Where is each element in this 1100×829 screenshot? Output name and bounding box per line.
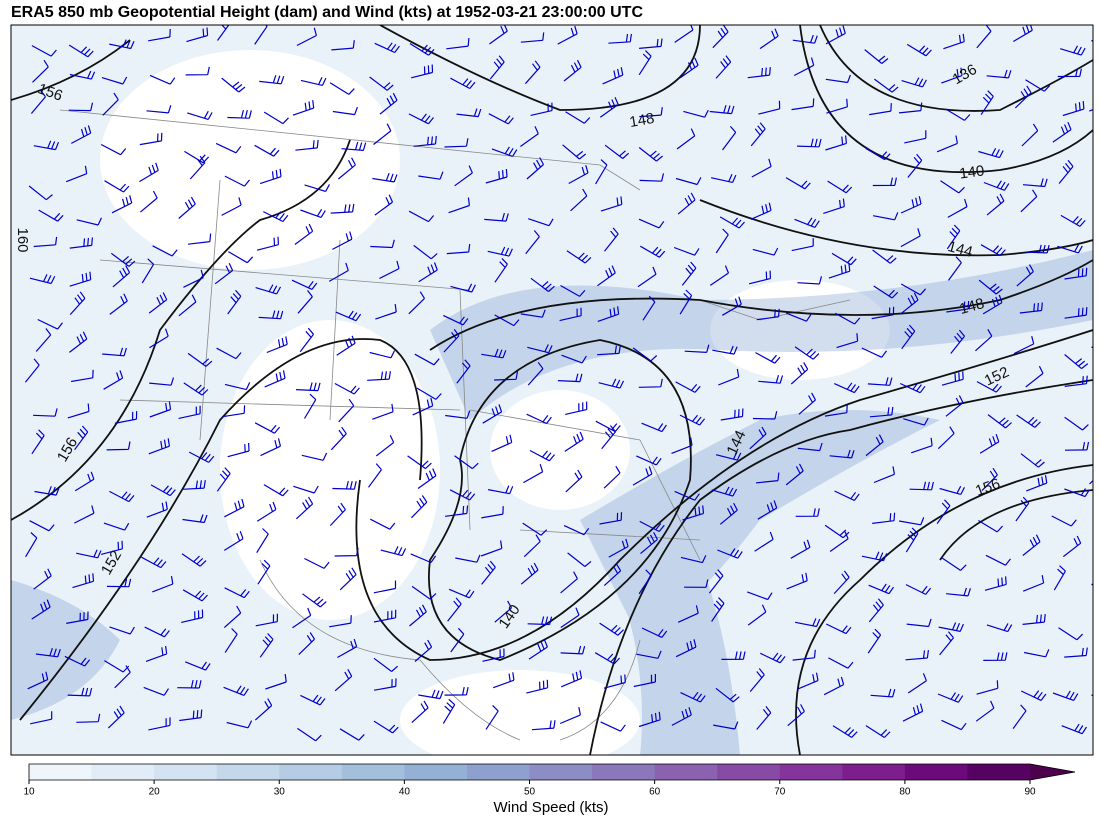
colorbar-segment (217, 764, 280, 780)
contour-label: 140 (958, 162, 985, 182)
wind-barb (1094, 531, 1100, 555)
colorbar-tick-label: 90 (1024, 787, 1036, 798)
wind-barb (1096, 613, 1100, 621)
colorbar-tick-label: 80 (899, 787, 911, 798)
colorbar-tick-label: 10 (23, 787, 35, 798)
colorbar-segment (92, 764, 155, 780)
colorbar-segment (342, 764, 405, 780)
wind-barb (1095, 165, 1100, 184)
wind-barb (1094, 74, 1100, 86)
contour-label: 160 (14, 227, 31, 252)
colorbar-segment (592, 764, 655, 780)
colorbar-tick-label: 20 (149, 787, 161, 798)
colorbar-segment (780, 764, 843, 780)
colorbar-tick-label: 70 (774, 787, 786, 798)
colorbar-segment (655, 764, 718, 780)
colorbar-segment (717, 764, 780, 780)
colorbar-segment (842, 764, 905, 780)
colorbar-segment (467, 764, 530, 780)
title: ERA5 850 mb Geopotential Height (dam) an… (11, 4, 643, 21)
colorbar-tick-label: 30 (274, 787, 286, 798)
colorbar: 10 20 30 40 50 60 70 80 90 (23, 764, 1075, 798)
colorbar-tick-label: 60 (649, 787, 661, 798)
colorbar-extension (1030, 764, 1075, 780)
colorbar-segment (154, 764, 217, 780)
colorbar-tick-label: 50 (524, 787, 536, 798)
colorbar-segment (404, 764, 467, 780)
colorbar-segment (279, 764, 342, 780)
map: 156 148 136 140 144 148 152 156 160 156 … (11, 17, 1100, 770)
colorbar-segment (530, 764, 593, 780)
colorbar-tick-label: 40 (399, 787, 411, 798)
colorbar-segment (967, 764, 1030, 780)
colorbar-segment (29, 764, 92, 780)
colorbar-segment (905, 764, 968, 780)
wind-barb (1095, 378, 1100, 386)
colorbar-label: Wind Speed (kts) (493, 799, 608, 816)
